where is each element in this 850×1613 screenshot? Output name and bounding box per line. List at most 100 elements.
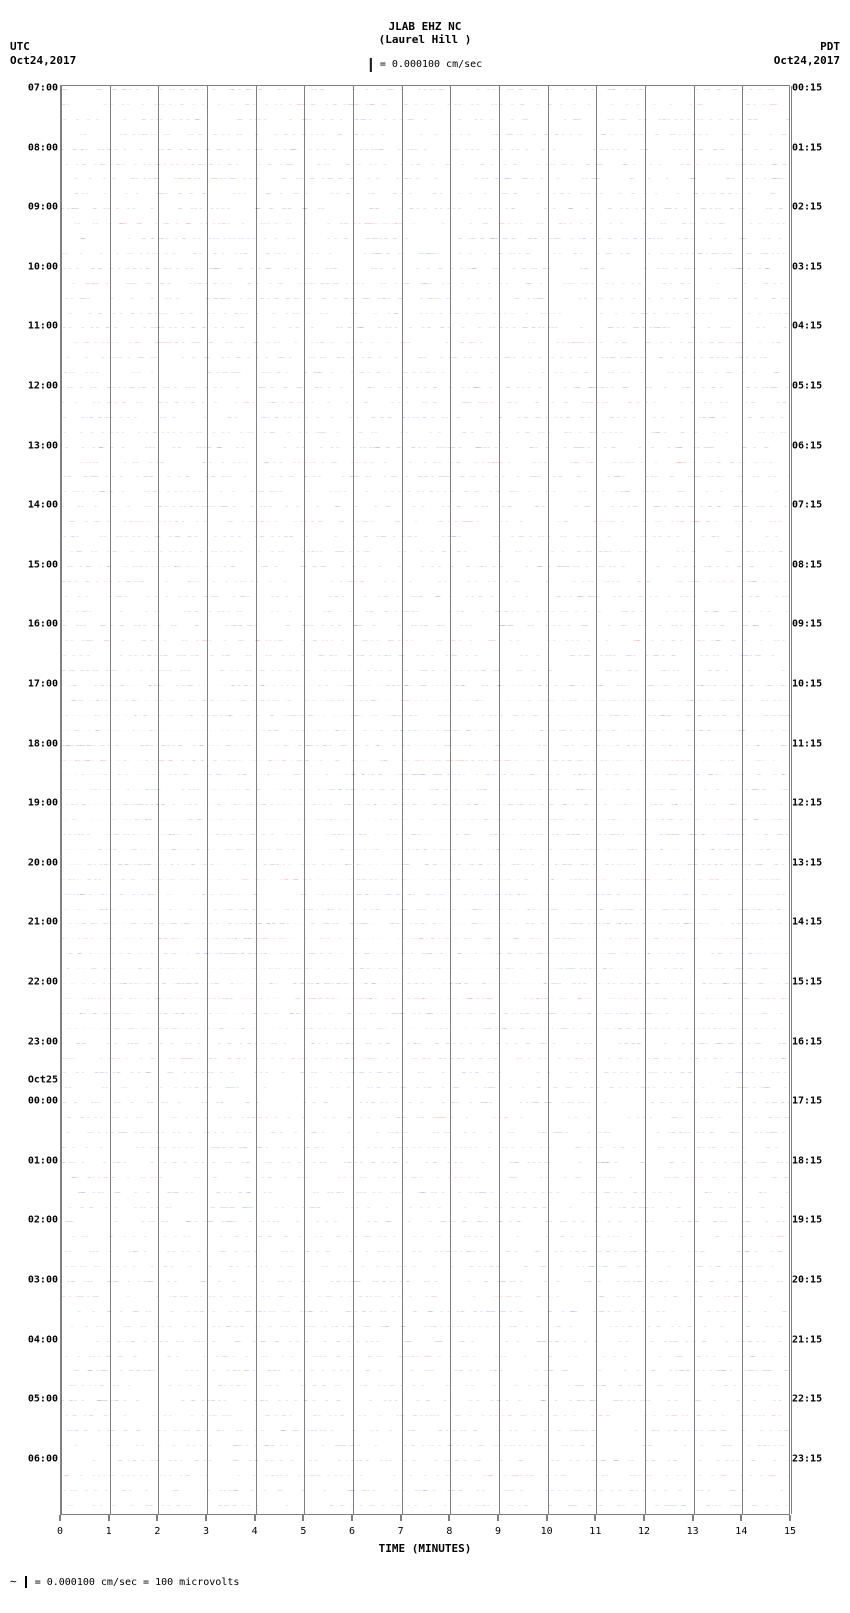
seismic-trace (61, 1445, 789, 1446)
seismic-trace (61, 655, 789, 656)
time-label-utc: 10:00 (10, 261, 58, 272)
x-tick (400, 1515, 401, 1521)
time-label-utc: Oct25 (10, 1075, 58, 1086)
x-tick (498, 1515, 499, 1521)
x-tick-label: 14 (735, 1526, 747, 1537)
seismic-trace (61, 89, 789, 90)
time-label-utc: 09:00 (10, 202, 58, 213)
seismic-trace (61, 983, 789, 984)
seismic-trace (61, 521, 789, 522)
station-code: JLAB EHZ NC (379, 20, 472, 33)
seismic-trace (61, 834, 789, 835)
seismic-trace (61, 1296, 789, 1297)
seismic-trace (61, 670, 789, 671)
seismic-trace (61, 1460, 789, 1461)
plot-area: TIME (MINUTES) 012345678910111213141507:… (10, 85, 840, 1565)
seismic-trace (61, 1505, 789, 1506)
seismic-trace (61, 566, 789, 567)
date-left: Oct24,2017 (10, 54, 76, 67)
seismic-trace (61, 1207, 789, 1208)
seismic-trace (61, 1341, 789, 1342)
time-label-pdt: 01:15 (792, 142, 840, 153)
grid-line (61, 86, 62, 1514)
seismic-trace (61, 804, 789, 805)
time-label-utc: 01:00 (10, 1155, 58, 1166)
x-tick (206, 1515, 207, 1521)
time-label-utc: 05:00 (10, 1394, 58, 1405)
x-tick-label: 1 (106, 1526, 112, 1537)
x-tick-label: 3 (203, 1526, 209, 1537)
time-label-pdt: 04:15 (792, 321, 840, 332)
seismic-trace (61, 491, 789, 492)
grid-line (499, 86, 500, 1514)
seismic-trace (61, 536, 789, 537)
grid-line (353, 86, 354, 1514)
x-tick (790, 1515, 791, 1521)
seismic-trace (61, 327, 789, 328)
seismic-trace (61, 1102, 789, 1103)
seismic-trace (61, 596, 789, 597)
seismic-trace (61, 372, 789, 373)
seismic-trace (61, 149, 789, 150)
seismic-trace (61, 849, 789, 850)
time-label-utc: 11:00 (10, 321, 58, 332)
time-label-utc: 15:00 (10, 559, 58, 570)
x-tick-label: 2 (154, 1526, 160, 1537)
time-label-pdt: 21:15 (792, 1334, 840, 1345)
seismic-trace (61, 1475, 789, 1476)
x-tick-label: 15 (784, 1526, 796, 1537)
time-label-pdt: 22:15 (792, 1394, 840, 1405)
time-label-utc: 12:00 (10, 381, 58, 392)
grid-line (158, 86, 159, 1514)
seismic-trace (61, 268, 789, 269)
time-label-utc: 22:00 (10, 977, 58, 988)
seismic-trace (61, 685, 789, 686)
x-tick-label: 9 (495, 1526, 501, 1537)
seismic-trace (61, 298, 789, 299)
timezone-right: PDT (820, 40, 840, 53)
seismic-trace (61, 953, 789, 954)
time-label-utc: 03:00 (10, 1275, 58, 1286)
x-tick (595, 1515, 596, 1521)
x-tick-label: 11 (589, 1526, 601, 1537)
time-label-pdt: 02:15 (792, 202, 840, 213)
seismic-trace (61, 1028, 789, 1029)
seismic-trace (61, 879, 789, 880)
x-tick (352, 1515, 353, 1521)
seismic-trace (61, 1117, 789, 1118)
seismic-trace (61, 700, 789, 701)
seismic-trace (61, 208, 789, 209)
seismic-trace (61, 864, 789, 865)
time-label-pdt: 00:15 (792, 83, 840, 94)
seismic-trace (61, 909, 789, 910)
seismic-trace (61, 462, 789, 463)
seismic-trace (61, 968, 789, 969)
seismic-trace (61, 789, 789, 790)
seismic-trace (61, 1177, 789, 1178)
seismic-trace (61, 476, 789, 477)
x-tick-label: 4 (252, 1526, 258, 1537)
seismic-trace (61, 1072, 789, 1073)
time-label-pdt: 08:15 (792, 559, 840, 570)
time-label-utc: 02:00 (10, 1215, 58, 1226)
seismic-trace (61, 164, 789, 165)
grid-line (304, 86, 305, 1514)
time-label-pdt: 06:15 (792, 440, 840, 451)
seismic-trace (61, 1326, 789, 1327)
seismic-trace (61, 1430, 789, 1431)
seismic-trace (61, 551, 789, 552)
seismic-trace (61, 1132, 789, 1133)
seismic-trace (61, 1251, 789, 1252)
seismic-trace (61, 1058, 789, 1059)
seismic-trace (61, 1356, 789, 1357)
x-tick-label: 0 (57, 1526, 63, 1537)
grid-line (207, 86, 208, 1514)
time-label-pdt: 18:15 (792, 1155, 840, 1166)
time-label-utc: 13:00 (10, 440, 58, 451)
time-label-pdt: 07:15 (792, 500, 840, 511)
seismic-trace (61, 625, 789, 626)
seismic-trace (61, 1311, 789, 1312)
x-tick-label: 6 (349, 1526, 355, 1537)
time-label-pdt: 03:15 (792, 261, 840, 272)
seismic-trace (61, 938, 789, 939)
